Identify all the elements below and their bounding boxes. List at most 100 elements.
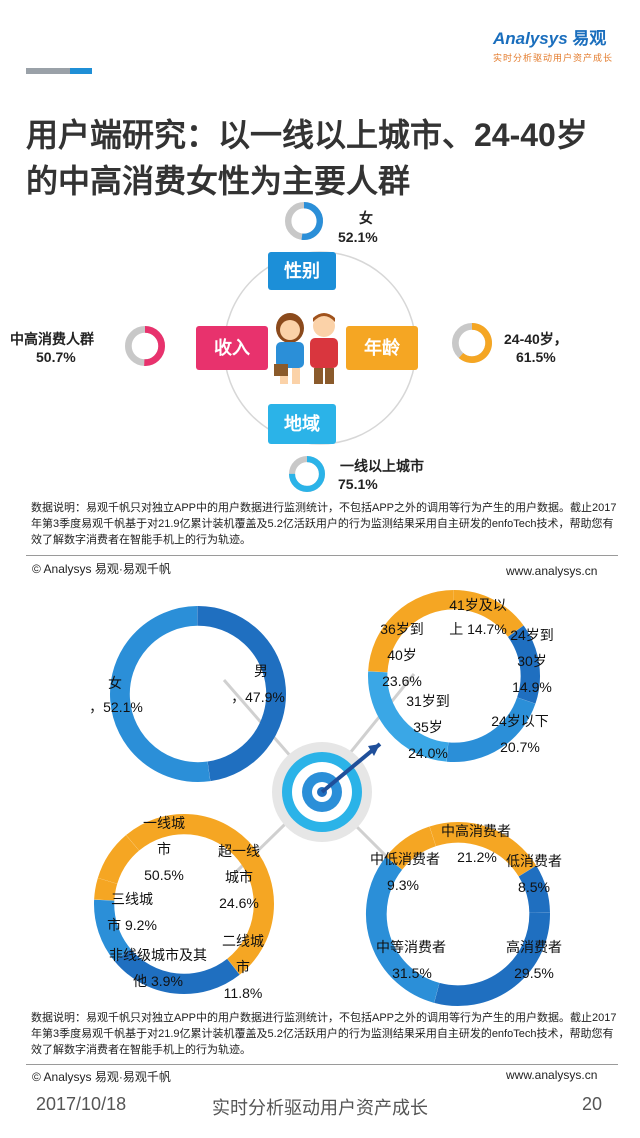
city-slice-2	[94, 899, 131, 962]
city-slice-3	[94, 878, 118, 901]
gender-donut-chart	[110, 606, 286, 782]
income-ring-fill	[144, 326, 165, 366]
stat-age-value: 61.5%	[516, 349, 556, 365]
city-label-t2-line1: 二线城	[222, 933, 264, 949]
city-label-t1-line1: 一线城	[143, 815, 185, 831]
cons-label-mid: 中等消费者	[376, 939, 446, 955]
stat-gender-label: 女	[359, 210, 373, 226]
logo-initial: A	[493, 29, 506, 48]
city-slice-1	[114, 948, 240, 994]
cons-label-midlow-value: 9.3%	[387, 877, 419, 893]
divider-2	[26, 1064, 618, 1065]
city-slice-4	[97, 835, 140, 885]
consumption-slice-0	[429, 822, 537, 877]
age-slice-4	[368, 590, 455, 673]
website-1: www.analysys.cn	[506, 564, 598, 578]
gender-label-male: 男	[254, 663, 268, 679]
stat-gender-value: 52.1%	[338, 229, 378, 245]
age-label-under24-value: 20.7%	[500, 739, 540, 755]
region-ring-fill	[289, 456, 325, 492]
footer-slogan: 实时分析驱动用户资产成长	[212, 1098, 428, 1118]
footer-date: 2017/10/18	[36, 1094, 127, 1114]
gender-ring	[284, 201, 324, 241]
analysys-logo: Analysys 易观 实时分析驱动用户资产成长	[493, 24, 623, 64]
data-note-1: 数据说明：易观千帆只对独立APP中的用户数据进行监测统计，不包括APP之外的调用…	[31, 502, 617, 546]
cons-label-midlow: 中低消费者	[370, 851, 440, 867]
tag-region: 地域	[268, 404, 336, 444]
age-slice-2	[446, 697, 536, 762]
gender-label-male-value: ，47.9%	[231, 689, 285, 705]
city-label-other-value: 他 3.9%	[133, 973, 183, 989]
consumption-donut-chart	[366, 822, 550, 1006]
tag-gender: 性别	[268, 252, 336, 290]
city-label-other-line1: 非线级城市及其	[109, 947, 207, 963]
age-label-36-40-line2: 40岁	[387, 647, 417, 663]
copyright-1: © Analysys 易观·易观千帆	[32, 562, 171, 576]
people-illustration	[274, 313, 338, 384]
region-ring	[288, 455, 326, 493]
consumption-slice-2	[434, 912, 550, 1006]
page-title: 用户端研究：以一线以上城市、24-40岁的中高消费女性为主要人群	[26, 117, 588, 199]
city-label-t3-line1: 三线城	[111, 891, 153, 907]
city-slice-0	[126, 814, 274, 975]
gender-label-female: 女	[108, 675, 122, 691]
city-label-t1-line2: 市	[157, 841, 171, 857]
city-label-t3-value: 市 9.2%	[107, 917, 157, 933]
age-label-41-line2: 上 14.7%	[449, 621, 507, 637]
income-ring	[125, 326, 165, 366]
age-ring-fill	[458, 323, 492, 363]
age-label-24-30-line2: 30岁	[517, 653, 547, 669]
age-label-31-35-value: 24.0%	[408, 745, 448, 761]
age-label-24-30-value: 14.9%	[512, 679, 552, 695]
age-label-31-35-line1: 31岁到	[406, 693, 450, 709]
stat-region-label: 一线以上城市	[340, 458, 424, 474]
age-label-under24-line1: 24岁以下	[491, 713, 549, 729]
age-label-36-40-value: 23.6%	[382, 673, 422, 689]
tag-income: 收入	[196, 326, 268, 370]
city-label-t2-line2: 市	[236, 959, 250, 975]
logo-text: nalysys	[505, 29, 568, 48]
consumption-slice-3	[366, 856, 440, 1003]
age-slice-1	[507, 625, 540, 704]
city-label-t1-value: 50.5%	[144, 867, 184, 883]
age-label-36-40-line1: 36岁到	[380, 621, 424, 637]
city-label-t2-value: 11.8%	[223, 985, 263, 1001]
city-label-super-line2: 城市	[225, 869, 253, 885]
city-label-super-line1: 超一线	[218, 843, 260, 859]
tag-age: 年龄	[346, 326, 418, 370]
age-label-24-30-line1: 24岁到	[510, 627, 554, 643]
age-slice-3	[368, 671, 449, 762]
website-2: www.analysys.cn	[506, 1068, 598, 1082]
consumption-slice-1	[518, 865, 550, 913]
data-note-2: 数据说明：易观千帆只对独立APP中的用户数据进行监测统计，不包括APP之外的调用…	[31, 1012, 617, 1056]
logo-slogan: 实时分析驱动用户资产成长	[493, 53, 614, 63]
cons-label-midhigh: 中高消费者	[441, 823, 511, 839]
stat-region-value: 75.1%	[338, 476, 378, 492]
target-icon	[272, 742, 382, 842]
page-number: 20	[582, 1094, 603, 1114]
age-label-31-35-line2: 35岁	[413, 719, 443, 735]
header-accent-bar	[26, 68, 92, 74]
logo-cn: 易观	[572, 29, 607, 48]
gender-slice-0	[110, 606, 211, 782]
cons-label-mid-value: 31.5%	[392, 965, 432, 981]
age-slice-0	[453, 590, 524, 638]
gender-slice-1	[197, 606, 286, 782]
cons-label-low: 低消费者	[506, 853, 562, 869]
city-label-super-value: 24.6%	[219, 895, 259, 911]
divider-1	[26, 555, 618, 556]
city-donut-chart	[94, 814, 274, 994]
cons-label-high: 高消费者	[506, 939, 562, 955]
age-ring	[452, 323, 492, 363]
age-label-41-line1: 41岁及以	[449, 597, 507, 613]
gender-label-female-value: ，52.1%	[89, 699, 143, 715]
stat-income-label: 中高消费人群	[10, 331, 94, 347]
cons-label-high-value: 29.5%	[514, 965, 554, 981]
stat-income-value: 50.7%	[36, 349, 76, 365]
gender-ring-fill	[301, 202, 323, 240]
consumption-slice-4	[386, 826, 437, 870]
cons-label-low-value: 8.5%	[518, 879, 550, 895]
stat-age-label: 24-40岁，	[504, 331, 568, 347]
cons-label-midhigh-value: 21.2%	[457, 849, 497, 865]
copyright-2: © Analysys 易观·易观千帆	[32, 1070, 171, 1084]
